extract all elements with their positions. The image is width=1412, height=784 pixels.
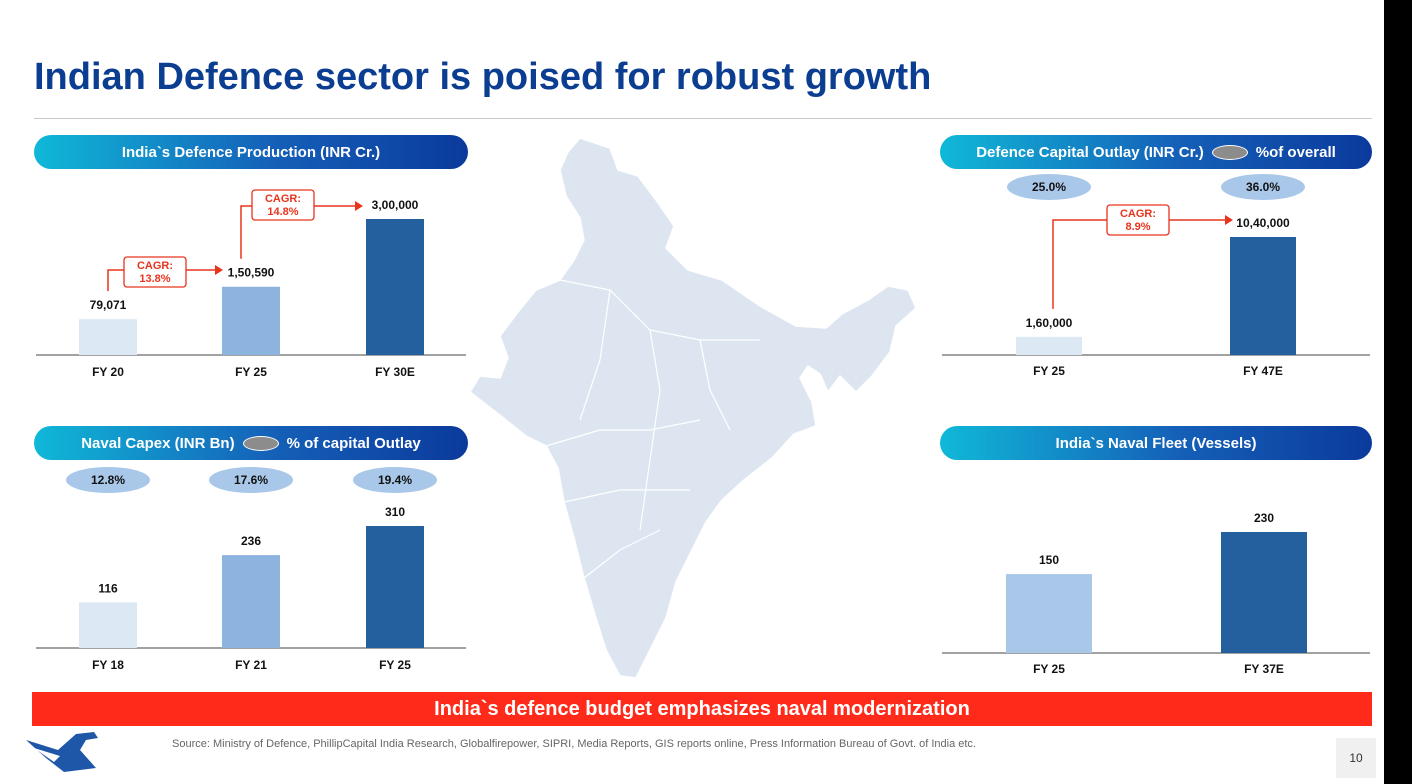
page-title: Indian Defence sector is poised for robu… (34, 56, 932, 98)
legend-swatch-icon (1211, 144, 1248, 160)
cagr-box (123, 256, 187, 288)
fleet-header-label: India`s Naval Fleet (Vessels) (1055, 434, 1257, 452)
naval-capex-legend-label: % of capital Outlay (286, 434, 421, 452)
conclusion-banner-text: India`s defence budget emphasizes naval … (434, 697, 970, 720)
category-label: FY 25 (1033, 662, 1065, 676)
production-header-label: India`s Defence Production (INR Cr.) (121, 143, 381, 161)
category-label: FY 18 (92, 658, 124, 672)
category-label: FY 47E (1243, 364, 1283, 378)
cagr-connector (1052, 219, 1231, 309)
cagr-value: 8.9% (1125, 221, 1150, 233)
percent-label: 12.8% (91, 473, 125, 487)
data-label: 150 (1039, 553, 1059, 567)
bar-fy-18 (79, 602, 137, 648)
bar-fy-21 (222, 555, 280, 648)
category-label: FY 25 (1033, 364, 1065, 378)
bar-fy-20 (79, 319, 137, 355)
bar-fy-25 (1006, 574, 1092, 653)
india-map-icon (469, 137, 917, 679)
category-label: FY 25 (379, 658, 411, 672)
cagr-label: CAGR: (137, 260, 173, 272)
cagr-arrowhead (355, 201, 363, 211)
naval-capex-marks: 116 FY 18 12.8% 236 FY 21 17.6% 310 FY 25 19.4% (66, 467, 437, 672)
swan-logo-icon (26, 732, 98, 772)
data-label: 236 (241, 534, 261, 548)
capital-header: Defence Capital Outlay (INR Cr.) %of ove… (940, 135, 1372, 169)
bar-fy-25 (222, 286, 280, 355)
data-label: 79,071 (90, 298, 127, 312)
capital-chart: 1,60,000 FY 25 25.0% 10,40,000 FY 47E 36.0% CA… (942, 174, 1370, 378)
fleet-header: India`s Naval Fleet (Vessels) (940, 426, 1372, 460)
percent-label: 17.6% (234, 473, 268, 487)
cagr-label: CAGR: (265, 193, 301, 205)
category-label: FY 37E (1244, 662, 1284, 676)
conclusion-banner: India`s defence budget emphasizes naval … (32, 692, 1372, 726)
bar-fy-30e (366, 219, 424, 355)
category-label: FY 25 (235, 365, 267, 379)
percent-oval (353, 467, 437, 493)
title-divider (34, 118, 1372, 119)
bar-fy-47e (1230, 237, 1296, 355)
production-marks: 79,071 FY 20 1,50,590 FY 25 3,00,000 FY 30E CA… (79, 189, 424, 379)
data-label: 3,00,000 (372, 198, 419, 212)
category-label: FY 30E (375, 365, 415, 379)
cagr-box (1106, 204, 1170, 236)
data-label: 1,60,000 (1026, 316, 1073, 330)
fleet-marks: 150 FY 25 230 FY 37E (1006, 511, 1307, 676)
capital-legend-label: %of overall (1255, 143, 1336, 161)
cagr-arrowhead (215, 265, 223, 275)
source-note: Source: Ministry of Defence, PhillipCapi… (172, 738, 976, 750)
percent-label: 19.4% (378, 473, 412, 487)
naval-capex-header-label: Naval Capex (INR Bn) (81, 434, 235, 452)
data-label: 230 (1254, 511, 1274, 525)
percent-oval (66, 467, 150, 493)
category-label: FY 21 (235, 658, 267, 672)
capital-marks: 1,60,000 FY 25 25.0% 10,40,000 FY 47E 36.0% CA… (1007, 174, 1305, 378)
bar-fy-25 (366, 526, 424, 648)
category-label: FY 20 (92, 365, 124, 379)
cagr-value: 14.8% (267, 206, 298, 218)
percent-label: 36.0% (1246, 180, 1280, 194)
window-edge (1384, 0, 1412, 784)
production-chart: 79,071 FY 20 1,50,590 FY 25 3,00,000 FY 30E CA… (36, 189, 466, 379)
percent-oval (209, 467, 293, 493)
data-label: 310 (385, 505, 405, 519)
naval-capex-chart: 116 FY 18 12.8% 236 FY 21 17.6% 310 FY 25 19.4% (36, 467, 466, 672)
cagr-label: CAGR: (1120, 208, 1156, 220)
percent-oval (1007, 174, 1091, 200)
production-header: India`s Defence Production (INR Cr.) (34, 135, 468, 169)
capital-header-label: Defence Capital Outlay (INR Cr.) (976, 143, 1204, 161)
naval-capex-header: Naval Capex (INR Bn) % of capital Outlay (34, 426, 468, 460)
cagr-box (251, 189, 315, 221)
percent-label: 25.0% (1032, 180, 1066, 194)
percent-oval (1221, 174, 1305, 200)
cagr-value: 13.8% (139, 273, 170, 285)
cagr-connector (240, 205, 361, 259)
page-number: 10 (1336, 738, 1376, 778)
bar-fy-37e (1221, 532, 1307, 653)
legend-swatch-icon (242, 435, 279, 451)
data-label: 10,40,000 (1236, 216, 1290, 230)
bar-fy-25 (1016, 336, 1082, 355)
cagr-arrowhead (1225, 215, 1233, 225)
data-label: 116 (98, 581, 118, 595)
fleet-chart: 150 FY 25 230 FY 37E (942, 511, 1370, 676)
data-label: 1,50,590 (228, 266, 275, 280)
